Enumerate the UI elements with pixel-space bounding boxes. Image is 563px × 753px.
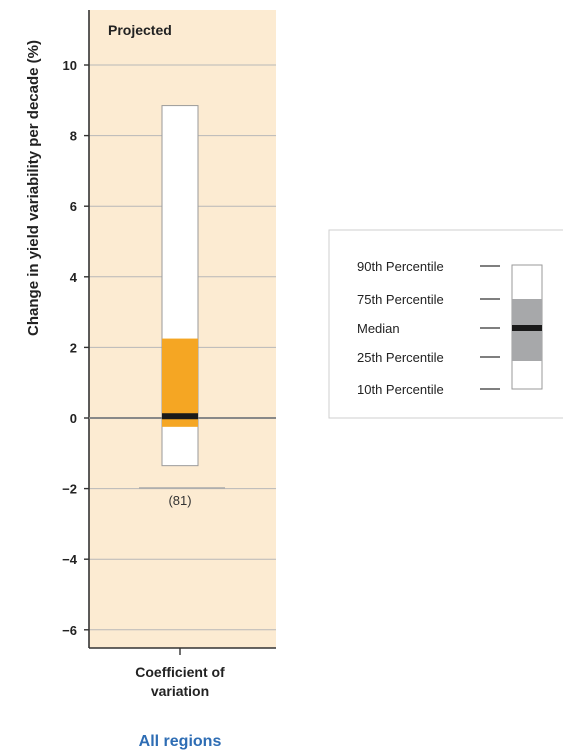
y-tick-label: 8 (70, 129, 77, 144)
y-tick-label: 10 (63, 58, 77, 73)
y-tick-label: −2 (62, 482, 77, 497)
box-plot: (81) (139, 105, 225, 508)
median-line (162, 413, 198, 420)
y-tick-label: −4 (62, 552, 78, 567)
y-ticks: −6 −4 −2 0 2 4 6 8 10 (62, 58, 89, 638)
category-label-line2: variation (151, 683, 209, 699)
legend-label: 90th Percentile (357, 259, 444, 274)
y-tick-label: 4 (70, 270, 78, 285)
legend-label: 75th Percentile (357, 292, 444, 307)
legend: 90th Percentile 75th Percentile Median 25th… (328, 229, 563, 419)
interquartile-box (162, 338, 198, 427)
legend-label: 10th Percentile (357, 382, 444, 397)
legend-median (512, 325, 542, 331)
group-label: All regions (139, 733, 222, 750)
y-tick-label: 6 (70, 199, 77, 214)
panel-label: Projected (108, 22, 172, 38)
y-tick-label: 0 (70, 411, 77, 426)
legend-label: Median (357, 321, 400, 336)
legend-label: 25th Percentile (357, 350, 444, 365)
y-axis-title: Change in yield variability per decade (… (25, 40, 42, 336)
sample-size-label: (81) (168, 493, 191, 508)
category-label-line1: Coefficient of (135, 664, 225, 680)
y-tick-label: −6 (62, 623, 77, 638)
y-tick-label: 2 (70, 340, 77, 355)
